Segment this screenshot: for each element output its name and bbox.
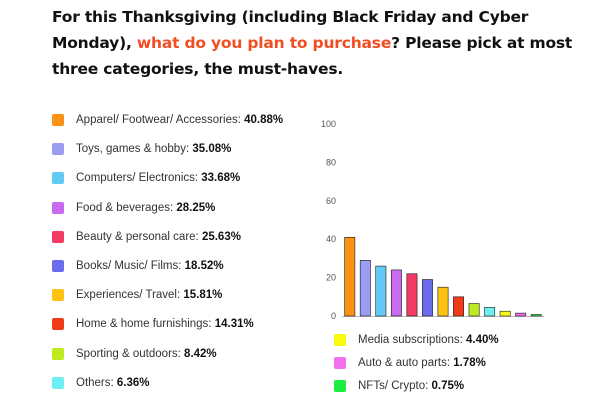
legend-category: Books/ Music/ Films: <box>76 260 185 272</box>
title-highlight: what do you plan to purchase <box>136 34 392 52</box>
bar-media-subscriptions <box>499 310 511 317</box>
bar-nfts-crypto <box>530 314 542 317</box>
bar-computers-electronics <box>375 265 387 317</box>
legend-label: Experiences/ Travel: 15.81% <box>76 287 222 303</box>
bar-beauty-personal-care <box>406 273 418 317</box>
legend-label: Books/ Music/ Films: 18.52% <box>76 258 224 274</box>
y-tick-label: 20 <box>326 273 336 283</box>
bar-toys-games-hobby <box>359 260 371 317</box>
legend-swatch <box>52 260 64 272</box>
legend-swatch <box>52 143 64 156</box>
legend-swatch <box>52 289 64 302</box>
y-tick-label: 60 <box>326 196 336 206</box>
legend-label: Computers/ Electronics: 33.68% <box>76 170 240 186</box>
legend-swatch <box>52 318 64 331</box>
legend-value: 0.75% <box>431 380 465 392</box>
legend-label: Home & home furnishings: 14.31% <box>76 316 254 332</box>
legend-value: 15.81% <box>183 289 223 302</box>
bar-auto-auto-parts <box>515 312 527 317</box>
legend-category: NFTs/ Crypto: <box>358 380 432 392</box>
legend-swatch <box>52 230 64 243</box>
legend-value: 40.88% <box>244 114 284 126</box>
legend-swatch <box>334 334 346 346</box>
legend-swatch <box>334 380 346 392</box>
chart-title: For this Thanksgiving (including Black F… <box>52 4 592 82</box>
legend-secondary: Media subscriptions: 4.40% Auto & auto pa… <box>334 332 594 402</box>
legend-value: 4.40% <box>466 334 499 346</box>
legend-value: 6.36% <box>116 376 150 389</box>
bar-books-music-films <box>422 279 433 317</box>
bar-home-home-furnishings <box>453 296 464 317</box>
legend-swatch <box>52 376 64 389</box>
legend-label: NFTs/ Crypto: 0.75% <box>358 378 464 394</box>
y-tick-label: 100 <box>321 119 336 129</box>
legend-value: 33.68% <box>201 172 241 185</box>
legend-label: Sporting & outdoors: 8.42% <box>76 346 217 362</box>
legend-category: Home & home furnishings: <box>76 318 215 331</box>
legend-label: Others: 6.36% <box>76 375 150 391</box>
legend-swatch <box>52 114 64 126</box>
y-tick-label: 80 <box>326 157 336 167</box>
legend-label: Food & beverages: 28.25% <box>76 200 215 216</box>
legend-value: 14.31% <box>214 318 254 331</box>
title-part-1: For this Thanksgiving (including Black F… <box>52 8 529 52</box>
bar-others <box>484 307 496 317</box>
legend-category: Media subscriptions: <box>358 334 467 346</box>
bar-sporting-outdoors <box>468 303 480 317</box>
legend-category: Auto & auto parts: <box>358 357 454 369</box>
bar-apparel-footwear-accessories <box>344 236 356 317</box>
legend-swatch <box>52 201 64 214</box>
legend-value: 28.25% <box>176 201 216 214</box>
legend-category: Apparel/ Footwear/ Accessories: <box>76 114 245 126</box>
legend-swatch <box>52 172 64 185</box>
legend-label: Beauty & personal care: 25.63% <box>76 229 241 245</box>
legend-label: Auto & auto parts: 1.78% <box>358 355 486 371</box>
legend-label: Toys, games & hobby: 35.08% <box>76 141 231 157</box>
legend-primary: Apparel/ Footwear/ Accessories: 40.88% To… <box>52 112 312 402</box>
legend-swatch <box>334 357 346 369</box>
legend-value: 1.78% <box>453 357 486 369</box>
legend-label: Media subscriptions: 4.40% <box>358 332 499 348</box>
legend-swatch <box>52 347 64 360</box>
title-part-2: ? Please pick at most three categories, … <box>52 34 573 78</box>
bar-food-beverages <box>390 269 402 317</box>
legend-value: 18.52% <box>184 260 224 272</box>
legend-category: Sporting & outdoors: <box>76 347 185 360</box>
legend-value: 8.42% <box>184 347 217 360</box>
bar-chart: 0 20 40 60 80 100 <box>321 119 544 321</box>
legend-value: 25.63% <box>201 230 241 243</box>
legend-category: Experiences/ Travel: <box>76 289 184 302</box>
legend-category: Others: <box>76 376 117 389</box>
bar-experiences-travel <box>437 286 449 317</box>
y-tick-label: 0 <box>331 311 336 321</box>
legend-label: Apparel/ Footwear/ Accessories: 40.88% <box>76 112 283 128</box>
legend-value: 35.08% <box>192 143 232 156</box>
legend-category: Food & beverages: <box>76 201 177 214</box>
legend-category: Beauty & personal care: <box>76 230 202 243</box>
y-tick-label: 40 <box>326 234 336 244</box>
legend-category: Toys, games & hobby: <box>76 143 193 156</box>
legend-category: Computers/ Electronics: <box>76 172 202 185</box>
